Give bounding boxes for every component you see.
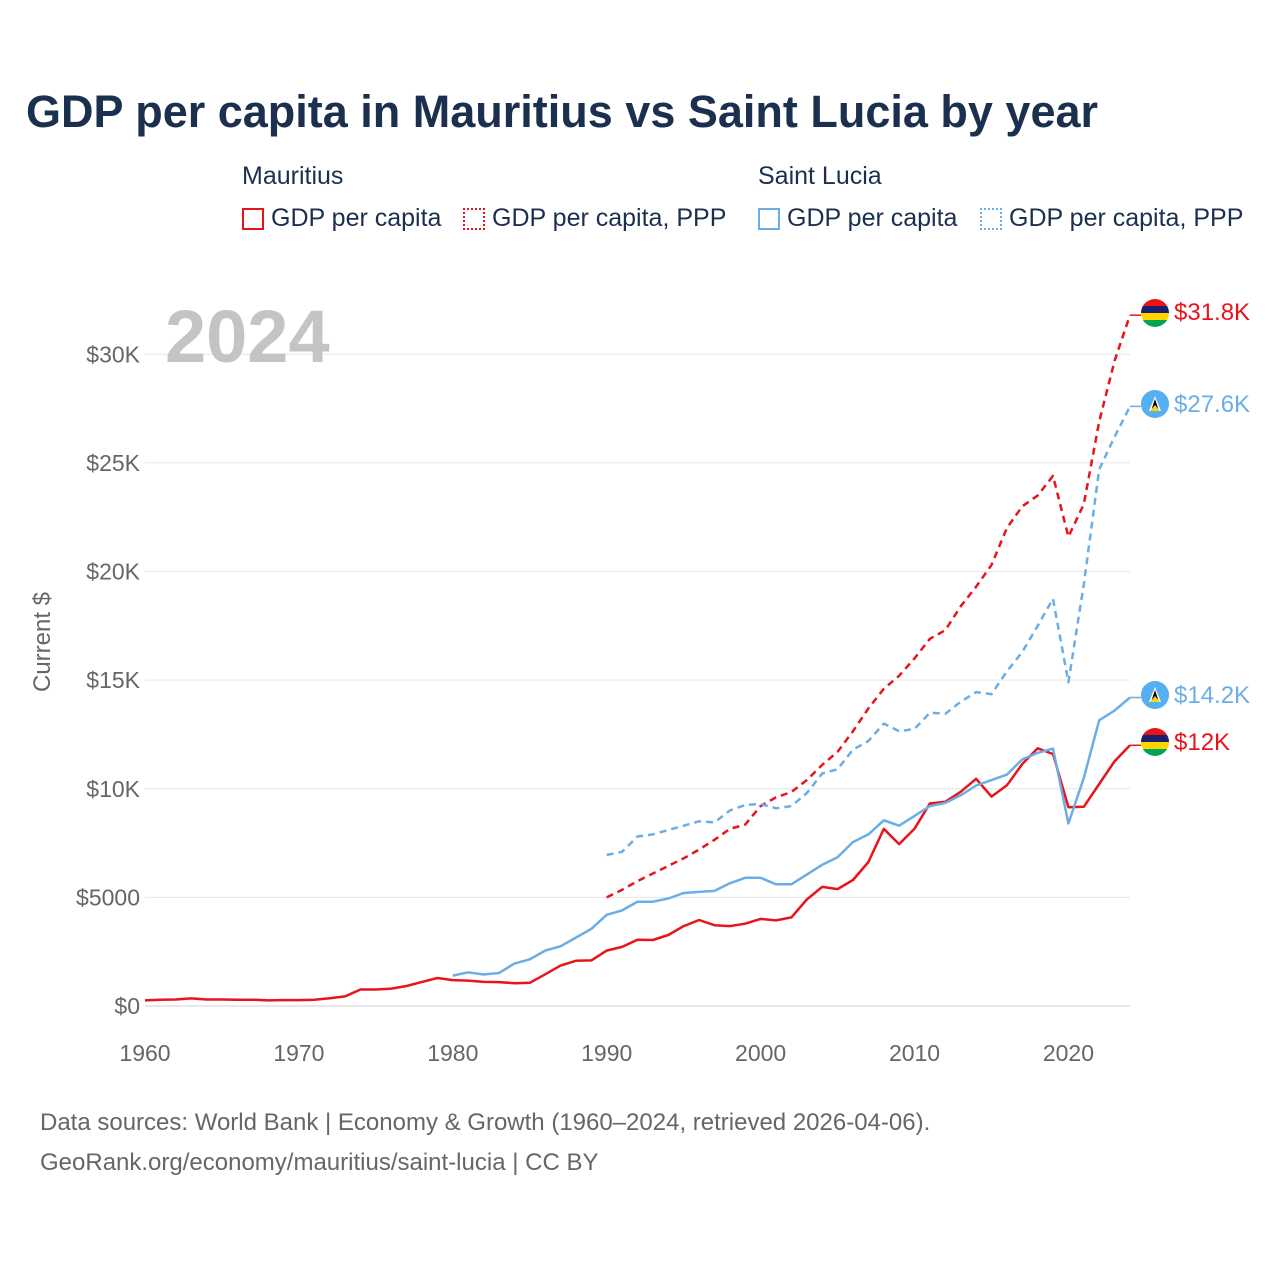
legend-group-saint-lucia: Saint Lucia (758, 162, 882, 190)
footer-sources: Data sources: World Bank | Economy & Gro… (40, 1109, 931, 1136)
legend-swatch-solid-blue (758, 207, 780, 230)
legend-label: GDP per capita (787, 204, 958, 232)
legend-swatch-dotted-red (463, 207, 485, 230)
mauritius-flag-icon (1141, 728, 1169, 756)
legend-item-mauritius-gdp-ppp[interactable]: GDP per capita, PPP (463, 204, 726, 233)
y-tick-label: $0 (114, 993, 140, 1019)
series-line (606, 314, 1132, 899)
legend-label: GDP per capita, PPP (1009, 204, 1244, 232)
end-label-mauritius-gdp: $12K (1174, 729, 1230, 756)
y-tick-label: $15K (86, 667, 140, 693)
footer-attribution: GeoRank.org/economy/mauritius/saint-luci… (40, 1149, 599, 1176)
y-tick-label: $20K (86, 559, 140, 585)
legend-item-saint-lucia-gdp-ppp[interactable]: GDP per capita, PPP (980, 204, 1243, 233)
legend-label: GDP per capita (271, 204, 442, 232)
legend-swatch-dotted-blue (980, 207, 1002, 230)
x-tick-label: 2020 (1043, 1040, 1094, 1066)
x-tick-label: 1960 (119, 1040, 170, 1066)
y-tick-label: $10K (86, 776, 140, 802)
legend-item-saint-lucia-gdp[interactable]: GDP per capita (758, 204, 957, 233)
x-tick-label: 1980 (427, 1040, 478, 1066)
end-label-saint-lucia-gdp: $14.2K (1174, 682, 1250, 709)
x-tick-label: 2010 (889, 1040, 940, 1066)
mauritius-flag-icon (1141, 299, 1169, 327)
legend-item-mauritius-gdp[interactable]: GDP per capita (242, 204, 441, 233)
x-tick-label: 1990 (581, 1040, 632, 1066)
year-watermark: 2024 (165, 295, 330, 378)
legend-swatch-solid-red (242, 207, 264, 230)
saint-lucia-flag-icon (1141, 681, 1169, 709)
x-tick-label: 1970 (273, 1040, 324, 1066)
series-line (452, 696, 1131, 977)
y-tick-label: $25K (86, 450, 140, 476)
x-tick-label: 2000 (735, 1040, 786, 1066)
series-line (606, 405, 1132, 857)
end-label-saint-lucia-gdp-ppp: $27.6K (1174, 391, 1250, 418)
saint-lucia-flag-icon (1141, 390, 1169, 418)
y-tick-label: $30K (86, 341, 140, 367)
chart-title: GDP per capita in Mauritius vs Saint Luc… (26, 86, 1099, 137)
end-label-mauritius-gdp-ppp: $31.8K (1174, 299, 1250, 326)
series-line (144, 744, 1131, 1002)
y-axis-title: Current $ (29, 592, 56, 692)
legend-label: GDP per capita, PPP (492, 204, 727, 232)
y-tick-label: $5000 (76, 884, 140, 910)
legend-group-mauritius: Mauritius (242, 162, 344, 190)
